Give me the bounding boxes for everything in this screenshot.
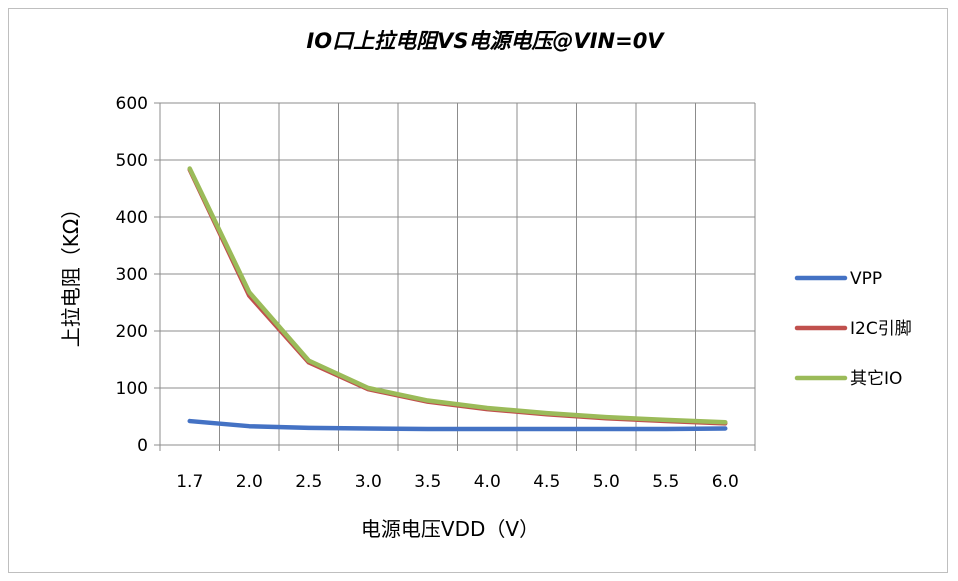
y-tick-label: 500	[116, 151, 148, 171]
y-tick-label: 200	[116, 322, 148, 342]
y-tick-label: 100	[116, 379, 148, 399]
x-tick-label: 1.7	[176, 472, 203, 492]
x-axis-label: 电源电压VDD（V）	[361, 517, 539, 541]
x-tick-label: 5.5	[652, 472, 679, 492]
series-lines	[187, 166, 728, 432]
x-tick-label: 3.0	[355, 472, 382, 492]
y-tick-label: 600	[116, 94, 148, 114]
y-tick-label: 300	[116, 265, 148, 285]
axes: 0 100 200 300 400 500 600 1.7 2.0 2.5 3.0 3.5 4.0 4.5…	[116, 94, 739, 492]
x-tick-label: 4.5	[533, 472, 560, 492]
y-tick-label: 400	[116, 208, 148, 228]
x-tick-label: 3.5	[414, 472, 441, 492]
chart-title: IO口上拉电阻VS电源电压@VIN=0V	[306, 29, 665, 53]
legend-label: 其它IO	[850, 369, 902, 389]
y-tick-label: 0	[137, 436, 148, 456]
x-tick-label: 2.5	[295, 472, 322, 492]
y-axis-label: 上拉电阻（KΩ）	[59, 199, 83, 347]
chart-frame	[8, 8, 948, 573]
grid	[159, 102, 756, 451]
x-tick-label: 2.0	[236, 472, 263, 492]
series-line-VPP	[187, 418, 728, 432]
x-tick-label: 5.0	[593, 472, 620, 492]
x-tick-label: 6.0	[712, 472, 739, 492]
legend-label: I2C引脚	[850, 319, 912, 339]
legend-label: VPP	[850, 269, 882, 289]
x-tick-label: 4.0	[474, 472, 501, 492]
series-line-其它IO	[187, 166, 728, 425]
